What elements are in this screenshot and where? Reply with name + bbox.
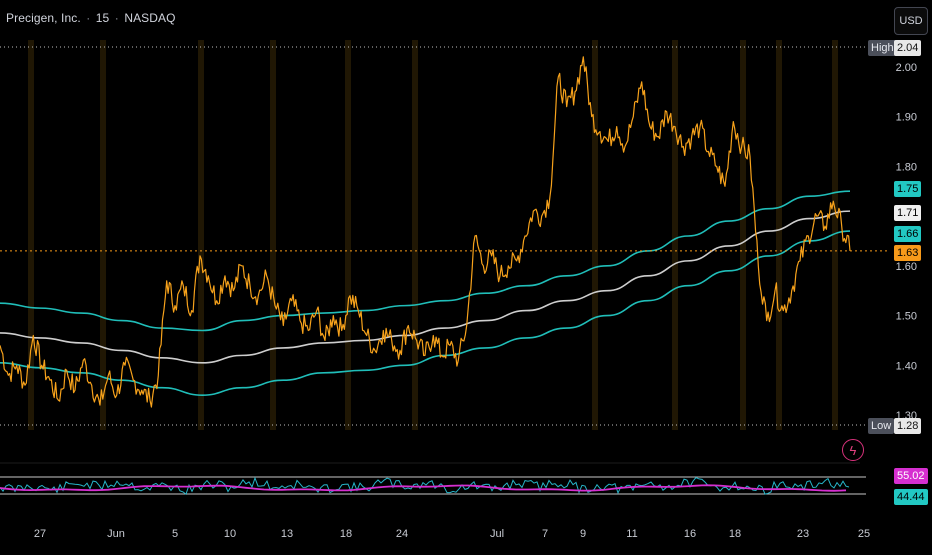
- time-axis-label: 7: [542, 528, 548, 540]
- price-tick-label: 1.80: [896, 161, 917, 173]
- band-middle-line: [0, 210, 851, 364]
- time-axis-label: 10: [224, 528, 236, 540]
- band-middle-badge: 1.71: [894, 205, 922, 221]
- session-shade: [592, 40, 598, 430]
- last-price-badge: 1.63: [894, 245, 922, 261]
- session-shade: [28, 40, 34, 430]
- band-upper-line: [0, 190, 851, 332]
- session-shade: [672, 40, 678, 430]
- time-axis-label: 13: [281, 528, 293, 540]
- time-axis-label: 9: [580, 528, 586, 540]
- session-shade: [412, 40, 418, 430]
- band-lower-badge: 1.66: [894, 226, 922, 242]
- time-axis-label: 16: [684, 528, 696, 540]
- high-label: High: [868, 40, 897, 56]
- session-shade: [776, 40, 782, 430]
- time-axis-label: 18: [340, 528, 352, 540]
- price-line: [0, 56, 851, 408]
- price-tick-label: 1.40: [896, 360, 917, 372]
- rsi-ma-line: [0, 484, 847, 492]
- price-tick-label: 1.50: [896, 311, 917, 323]
- band-lower-line: [0, 230, 851, 396]
- low-label: Low: [868, 418, 895, 434]
- session-shade: [832, 40, 838, 430]
- time-axis-label: 27: [34, 528, 46, 540]
- low-value: 1.28: [894, 418, 922, 434]
- high-value: 2.04: [894, 40, 922, 56]
- session-shade: [100, 40, 106, 430]
- time-axis-label: 11: [626, 528, 637, 540]
- time-axis-label: 18: [729, 528, 741, 540]
- session-shade: [270, 40, 276, 430]
- price-tick-label: 2.00: [896, 62, 917, 74]
- exchange-label: NASDAQ: [124, 11, 176, 25]
- session-shade: [740, 40, 746, 430]
- session-shade: [198, 40, 204, 430]
- band-upper-badge: 1.75: [894, 181, 922, 197]
- time-axis-label: 23: [797, 528, 809, 540]
- time-axis-label: Jul: [490, 528, 504, 540]
- time-axis-label: 5: [172, 528, 178, 540]
- time-axis-label: 25: [858, 528, 870, 540]
- title-separator: ·: [114, 11, 119, 25]
- rsi-lower-badge: 44.44: [894, 489, 928, 505]
- time-axis-label: 24: [396, 528, 408, 540]
- symbol-title: Precigen, Inc. · 15 · NASDAQ: [6, 11, 176, 25]
- currency-button[interactable]: USD: [894, 7, 928, 35]
- price-tick-label: 1.60: [896, 261, 917, 273]
- session-shade: [345, 40, 351, 430]
- time-axis-label: Jun: [107, 528, 125, 540]
- symbol-name: Precigen, Inc.: [6, 11, 81, 25]
- rsi-upper-badge: 55.02: [894, 468, 928, 484]
- price-tick-label: 1.90: [896, 112, 917, 124]
- title-separator: ·: [86, 11, 91, 25]
- interval-label: 15: [95, 11, 110, 25]
- alert-flash-icon[interactable]: ϟ: [842, 439, 864, 461]
